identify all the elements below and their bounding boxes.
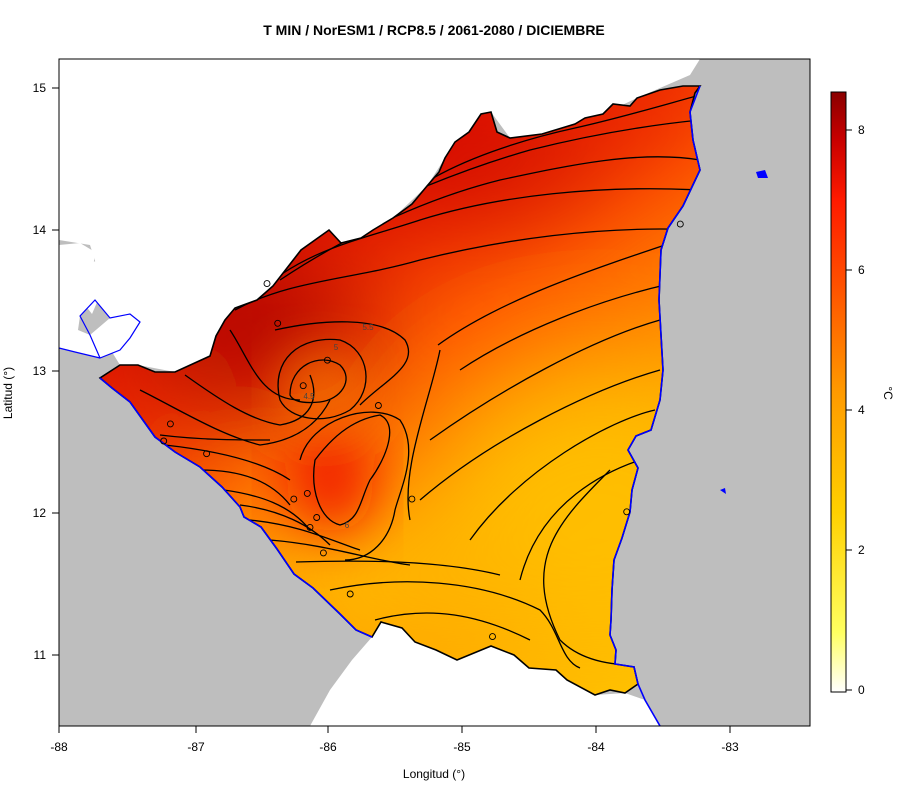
contour-label: 5.5 (362, 323, 374, 332)
contour-line (229, 329, 301, 401)
contour-label: 5 (334, 343, 339, 352)
contour-label: 4.5 (303, 392, 315, 401)
x-tick-label: -83 (721, 740, 739, 754)
y-tick-label: 13 (33, 364, 47, 378)
x-axis: -88 -87 -86 -85 -84 -83 Longitud (°) (50, 725, 739, 781)
contour-line (289, 359, 347, 404)
contour-line (374, 612, 531, 641)
station-point (274, 319, 282, 327)
station-point (160, 437, 168, 445)
honduras-gulf-land (59, 243, 140, 358)
field-detail-layer (280, 357, 375, 535)
contour-line (437, 239, 681, 346)
x-tick-label: -85 (453, 740, 471, 754)
x-tick-label: -86 (319, 740, 337, 754)
caribbean-sea (648, 59, 810, 726)
costa-rica-land (310, 622, 660, 726)
contour-line (519, 459, 641, 581)
field-highland-cool (280, 357, 360, 413)
honduras-north-land (59, 59, 700, 372)
contour-labels: 5.5 5 4.5 6 (303, 323, 374, 530)
y-axis-label: Latitud (°) (1, 367, 15, 419)
station-point (323, 356, 331, 364)
contour-line (279, 156, 700, 281)
station-point (374, 402, 382, 409)
contour-line (429, 319, 661, 441)
contour-line (295, 560, 501, 576)
colorbar-ramp (830, 91, 847, 693)
contour-line (184, 374, 315, 426)
station-point (489, 633, 496, 641)
contour-line (159, 434, 271, 441)
colorbar-tick-label: 0 (858, 683, 865, 697)
colorbar: 8 6 4 2 0 °C (830, 91, 895, 697)
contour-line (269, 539, 411, 566)
station-point (303, 489, 311, 497)
station-point (306, 523, 314, 531)
station-point (623, 508, 631, 516)
station-point (319, 549, 327, 557)
y-tick-label: 12 (33, 506, 47, 520)
contour-line (249, 188, 700, 301)
station-point (263, 280, 271, 288)
contour-line (234, 228, 700, 311)
y-tick-label: 15 (33, 81, 47, 95)
contour-line (223, 489, 311, 531)
corn-islands (756, 170, 768, 178)
neighbour-countries (59, 59, 810, 726)
contour-line (419, 94, 700, 187)
contour-line (543, 469, 636, 666)
station-point (299, 382, 307, 390)
chart-title: T MIN / NorESM1 / RCP8.5 / 2061-2080 / D… (263, 22, 605, 38)
el-salvador-coast (58, 347, 101, 359)
contour-label: 6 (345, 521, 350, 530)
contour-line (239, 504, 331, 546)
y-tick-label: 11 (34, 648, 47, 662)
colorbar-tick-label: 6 (858, 263, 865, 277)
contour-line (274, 321, 410, 406)
x-tick-label: -88 (50, 740, 68, 754)
station-point (313, 514, 321, 521)
field-managua-warm (285, 425, 375, 535)
contour-line (199, 469, 291, 506)
colorbar-tick-label: 4 (858, 403, 865, 417)
station-points (160, 220, 684, 641)
contour-lines (139, 94, 700, 669)
y-axis: 15 14 13 12 11 Latitud (°) (1, 81, 60, 662)
colorbar-unit-label: °C (881, 386, 895, 400)
contour-line (277, 338, 367, 420)
station-point (203, 450, 211, 458)
contour-line (407, 349, 441, 521)
contour-line (164, 444, 291, 481)
station-point (290, 495, 298, 503)
station-point (166, 420, 174, 428)
x-tick-label: -87 (187, 740, 205, 754)
contour-line (313, 414, 391, 526)
station-point (676, 220, 684, 228)
caribbean-coastline (609, 85, 701, 727)
y-tick-label: 14 (33, 223, 47, 237)
pacific-coastline (99, 377, 373, 638)
contour-line (469, 409, 656, 541)
colorbar-tick-label: 2 (858, 543, 865, 557)
x-tick-label: -84 (587, 740, 605, 754)
contour-line (459, 284, 666, 371)
station-point (346, 590, 354, 598)
x-axis-label: Longitud (°) (403, 767, 465, 781)
station-point (408, 495, 416, 503)
colorbar-tick-label: 8 (858, 123, 865, 137)
contour-line (249, 519, 361, 551)
contour-line (139, 389, 331, 446)
contour-line (329, 581, 581, 669)
contour-line (419, 369, 661, 501)
island (720, 488, 726, 494)
contour-line (299, 411, 410, 561)
gulf-of-fonseca-coast (79, 299, 141, 359)
